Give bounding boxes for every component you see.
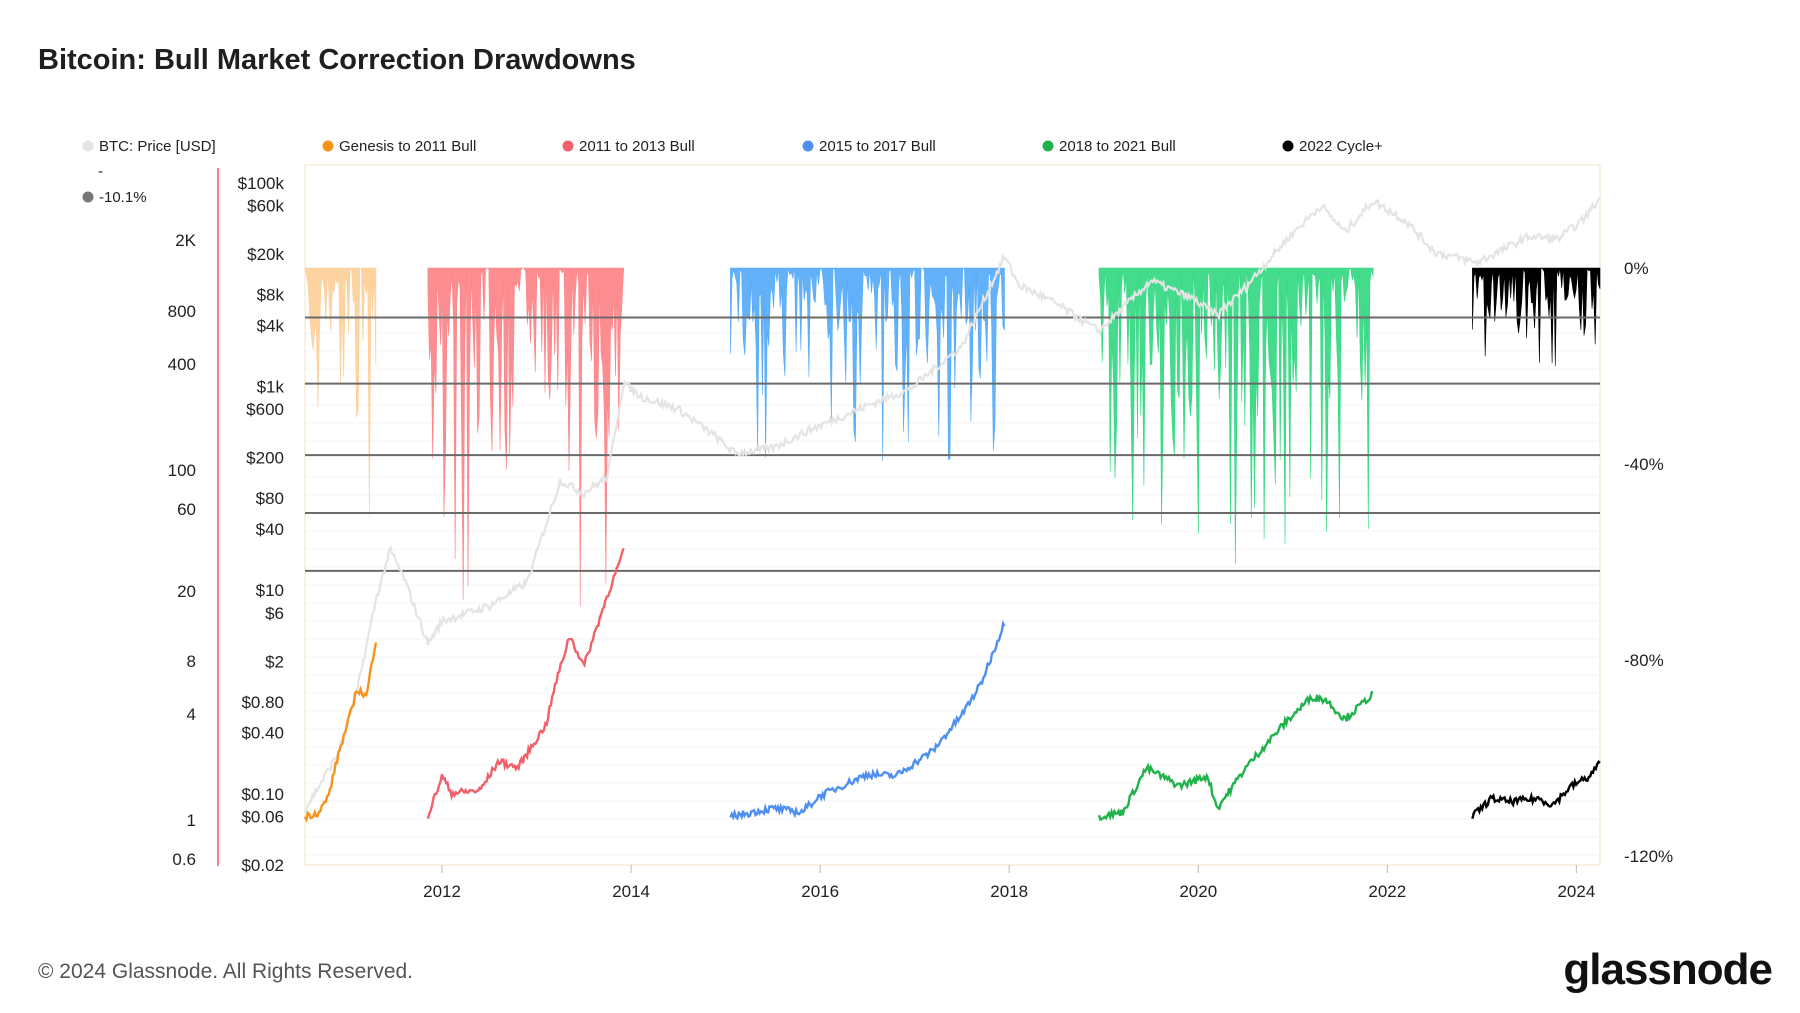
price-tick-label: $1k bbox=[257, 378, 285, 397]
footer-copyright: © 2024 Glassnode. All Rights Reserved. bbox=[38, 960, 414, 983]
price-tick-label: $0.06 bbox=[241, 807, 284, 826]
btc-price-line bbox=[303, 197, 1601, 814]
price-tick-label: $2 bbox=[265, 652, 284, 671]
drawdown-series-3 bbox=[1098, 267, 1374, 565]
legend-item: 2022 Cycle+ bbox=[1282, 138, 1383, 155]
cycle-price-line-4 bbox=[1471, 760, 1601, 819]
plot-area bbox=[303, 164, 1601, 866]
x-tick-label: 2018 bbox=[990, 882, 1028, 901]
price-tick-label: $0.80 bbox=[241, 693, 284, 712]
outer-left-tick-label: 4 bbox=[187, 705, 196, 724]
price-tick-label: $100k bbox=[238, 174, 285, 193]
price-tick-label: $10 bbox=[256, 581, 284, 600]
cycle-price-line-1 bbox=[426, 547, 625, 820]
price-tick-label: $80 bbox=[256, 489, 284, 508]
cycle-price-line-2 bbox=[729, 619, 1006, 821]
outer-left-tick-label: 2K bbox=[175, 231, 196, 250]
outer-left-tick-label: 400 bbox=[168, 355, 196, 374]
legend-item: 2011 to 2013 Bull bbox=[562, 138, 695, 155]
price-tick-label: $8k bbox=[257, 286, 285, 305]
legend-label: Genesis to 2011 Bull bbox=[339, 138, 476, 155]
drawdown-tick-label: -120% bbox=[1624, 847, 1673, 866]
axes: 2K 800 400 100 60 20 8 4 1 0.6 $100k $60k $20k $8k $4k… bbox=[168, 168, 1673, 901]
x-tick-label: 2024 bbox=[1557, 882, 1595, 901]
price-tick-label: $0.02 bbox=[241, 856, 284, 875]
drawdown-area bbox=[427, 267, 624, 607]
drawdown-series-1 bbox=[427, 267, 624, 607]
outer-left-tick-label: 800 bbox=[168, 302, 196, 321]
legend-label: 2022 Cycle+ bbox=[1299, 138, 1383, 155]
price-tick-label: $0.10 bbox=[241, 785, 284, 804]
legend-swatch bbox=[82, 140, 94, 152]
legend-item: 2015 to 2017 Bull bbox=[802, 138, 936, 155]
legend-label: -10.1% bbox=[99, 189, 147, 206]
legend-swatch bbox=[562, 140, 574, 152]
legend-item: 2018 to 2021 Bull bbox=[1042, 138, 1176, 155]
legend-label: - bbox=[98, 163, 103, 180]
cycle-price-line-3 bbox=[1097, 691, 1374, 822]
legend-label: 2018 to 2021 Bull bbox=[1059, 138, 1176, 155]
drawdown-series-0 bbox=[304, 267, 377, 517]
price-tick-label: $6 bbox=[265, 604, 284, 623]
x-tick-label: 2012 bbox=[423, 882, 461, 901]
drawdown-tick-label: -40% bbox=[1624, 455, 1664, 474]
glassnode-logo: glassnode bbox=[1563, 945, 1773, 994]
drawdown-area bbox=[1472, 267, 1601, 366]
price-tick-label: $4k bbox=[257, 316, 285, 335]
x-tick-label: 2014 bbox=[612, 882, 650, 901]
drawdown-tick-label: -80% bbox=[1624, 651, 1664, 670]
price-tick-label: $20k bbox=[247, 245, 284, 264]
legend-item: Genesis to 2011 Bull bbox=[322, 138, 476, 155]
price-tick-label: $0.40 bbox=[241, 724, 284, 743]
legend-item: - bbox=[98, 163, 103, 180]
legend-label: 2011 to 2013 Bull bbox=[579, 138, 695, 155]
legend-item: -10.1% bbox=[82, 189, 147, 206]
page-title: Bitcoin: Bull Market Correction Drawdown… bbox=[38, 44, 636, 76]
legend-label: BTC: Price [USD] bbox=[99, 138, 216, 155]
x-tick-label: 2022 bbox=[1368, 882, 1406, 901]
cycle-price-line-0 bbox=[303, 642, 378, 824]
legend-item: BTC: Price [USD] bbox=[82, 138, 216, 155]
outer-left-tick-label: 20 bbox=[177, 582, 196, 601]
outer-left-tick-label: 0.6 bbox=[172, 850, 196, 869]
drawdown-area bbox=[304, 267, 377, 517]
drawdown-tick-label: 0% bbox=[1624, 259, 1649, 278]
x-tick-label: 2020 bbox=[1179, 882, 1217, 901]
legend-label: 2015 to 2017 Bull bbox=[819, 138, 936, 155]
outer-left-tick-label: 100 bbox=[168, 461, 196, 480]
drawdown-series-4 bbox=[1472, 267, 1601, 366]
price-tick-label: $600 bbox=[246, 400, 284, 419]
outer-left-tick-label: 60 bbox=[177, 500, 196, 519]
legend-swatch bbox=[802, 140, 814, 152]
price-tick-label: $40 bbox=[256, 520, 284, 539]
x-tick-label: 2016 bbox=[801, 882, 839, 901]
drawdown-area bbox=[1098, 267, 1374, 565]
price-tick-label: $200 bbox=[246, 449, 284, 468]
outer-left-tick-label: 8 bbox=[187, 652, 196, 671]
legend-swatch bbox=[1282, 140, 1294, 152]
legend-swatch bbox=[1042, 140, 1054, 152]
legend-swatch bbox=[322, 140, 334, 152]
legend-swatch bbox=[82, 191, 94, 203]
price-tick-label: $60k bbox=[247, 197, 284, 216]
outer-left-tick-label: 1 bbox=[187, 811, 196, 830]
